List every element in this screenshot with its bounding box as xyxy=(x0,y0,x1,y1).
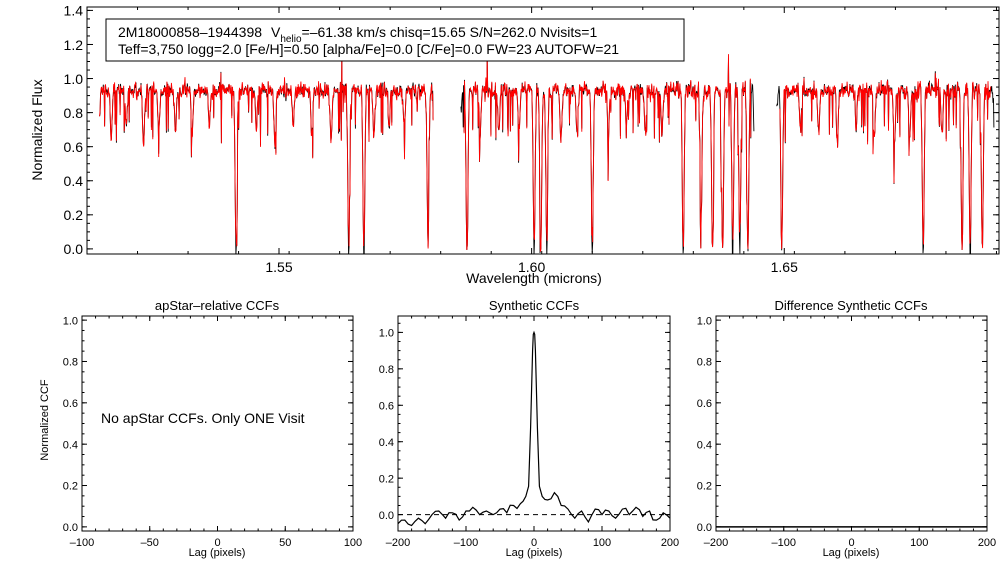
difference-ccf-panel: Difference Synthetic CCFs –200 –100 0 100 20… xyxy=(697,298,996,559)
apstar-ccf-title: apStar–relative CCFs xyxy=(155,298,280,313)
difference-xtick-label: 200 xyxy=(978,537,996,549)
spectrum-xtick-label: 1.65 xyxy=(771,259,798,275)
synthetic-xtick-label: –100 xyxy=(454,537,478,549)
difference-ytick-label: 1.0 xyxy=(697,315,712,327)
spectrum-panel: 1.55 1.60 1.65 0.0 0.2 0.4 0.6 0.8 1.0 1.2 1.4 2M1… xyxy=(29,3,1000,286)
apstar-ytick-label: 0.6 xyxy=(63,398,78,410)
annotation-line-1: 2M18000858–1944398 Vhelio=–61.38 km/s chi… xyxy=(118,24,597,45)
spectrum-ytick-label: 0.0 xyxy=(64,241,84,257)
spectrum-ytick-label: 0.2 xyxy=(64,207,84,223)
synthetic-xtick-label: –200 xyxy=(386,537,410,549)
spectrum-axes-frame xyxy=(86,6,1000,255)
spectrum-ylabel: Normalized Flux xyxy=(29,79,45,180)
synthetic-xtick-label: 0 xyxy=(531,537,537,549)
apstar-ytick-label: 0.4 xyxy=(63,439,78,451)
synthetic-ccf-panel: Synthetic CCFs –200 –100 0 100 200 0.0 0.2 0.4 0… xyxy=(379,298,679,559)
difference-ccf-xlabel: Lag (pixels) xyxy=(823,547,880,559)
synthetic-ytick-label: 0.6 xyxy=(379,400,394,412)
synthetic-ccf-title: Synthetic CCFs xyxy=(489,298,580,313)
spectrum-ytick-label: 0.6 xyxy=(64,139,84,155)
spectrum-ytick-label: 1.0 xyxy=(64,71,84,87)
spectrum-ytick-label: 0.4 xyxy=(64,173,84,189)
apstar-ytick-label: 0.8 xyxy=(63,357,78,369)
apstar-xtick-label: 50 xyxy=(279,537,291,549)
apstar-xtick-label: 0 xyxy=(214,537,220,549)
difference-ytick-label: 0.0 xyxy=(697,522,712,534)
difference-xtick-label: 0 xyxy=(848,537,854,549)
difference-ytick-label: 0.4 xyxy=(697,439,712,451)
spectrum-xtick-label: 1.55 xyxy=(265,259,292,275)
apstar-ccf-ticks: –100 –50 0 50 100 0.0 0.2 0.4 0.6 0.8 1.0 xyxy=(63,315,362,549)
apstar-ccf-panel: apStar–relative CCFs –100 –50 0 50 100 0.0 0.2… xyxy=(39,298,362,559)
synthetic-ytick-label: 1.0 xyxy=(379,328,394,340)
difference-ytick-label: 0.8 xyxy=(697,357,712,369)
apstar-xtick-label: –100 xyxy=(70,537,94,549)
spectrum-ticks: 1.55 1.60 1.65 0.0 0.2 0.4 0.6 0.8 1.0 1.2 1.4 xyxy=(64,3,999,275)
synthetic-xtick-label: 100 xyxy=(593,537,611,549)
spectrum-traces xyxy=(99,54,995,254)
apstar-ytick-label: 0.0 xyxy=(63,522,78,534)
difference-ccf-title: Difference Synthetic CCFs xyxy=(775,298,928,313)
object-id: 2M18000858–1944398 xyxy=(118,24,262,40)
annotation-line-1-values: =–61.38 km/s chisq=15.65 S/N=262.0 Nvisi… xyxy=(302,24,598,40)
difference-xtick-label: –200 xyxy=(704,537,728,549)
model-spectrum-line xyxy=(463,54,752,252)
difference-xtick-label: 100 xyxy=(910,537,928,549)
spectrum-ytick-label: 0.8 xyxy=(64,105,84,121)
v-helio-subscript: helio xyxy=(280,34,302,45)
apstar-ccf-xlabel: Lag (pixels) xyxy=(189,547,246,559)
spectrum-xlabel: Wavelength (microns) xyxy=(466,270,602,286)
difference-xtick-label: –100 xyxy=(772,537,796,549)
spectrum-ytick-label: 1.2 xyxy=(64,37,84,53)
annotation-line-2: Teff=3,750 logg=2.0 [Fe/H]=0.50 [alpha/F… xyxy=(118,41,619,57)
spectrum-ytick-label: 1.4 xyxy=(64,3,84,19)
apstar-ccf-ylabel: Normalized CCF xyxy=(39,379,51,461)
apstar-xtick-label: 100 xyxy=(344,537,362,549)
difference-ytick-label: 0.6 xyxy=(697,398,712,410)
annotation-box xyxy=(105,18,685,62)
synthetic-ccf-traces xyxy=(397,330,671,527)
synthetic-ytick-label: 0.2 xyxy=(379,473,394,485)
apstar-ytick-label: 0.2 xyxy=(63,481,78,493)
synthetic-xtick-label: 200 xyxy=(661,537,679,549)
synthetic-ytick-label: 0.4 xyxy=(379,437,394,449)
difference-ytick-label: 0.2 xyxy=(697,481,712,493)
synthetic-ccf-ticks: –200 –100 0 100 200 0.0 0.2 0.4 0.6 0.8 1.0 xyxy=(379,316,679,549)
difference-ccf-ticks: –200 –100 0 100 200 0.0 0.2 0.4 0.6 0.8 1.0 xyxy=(697,315,996,549)
synthetic-ytick-label: 0.8 xyxy=(379,364,394,376)
v-helio-symbol: V xyxy=(271,24,281,40)
spectrum-xtick-label: 1.60 xyxy=(518,259,545,275)
no-ccf-message: No apStar CCFs. Only ONE Visit xyxy=(101,410,305,426)
apstar-ytick-label: 1.0 xyxy=(63,315,78,327)
model-spectrum-line xyxy=(99,54,434,249)
model-spectrum-line xyxy=(779,73,992,250)
synthetic-ccf-xlabel: Lag (pixels) xyxy=(506,547,563,559)
synthetic-ytick-label: 0.0 xyxy=(379,510,394,522)
apstar-xtick-label: –50 xyxy=(141,537,159,549)
